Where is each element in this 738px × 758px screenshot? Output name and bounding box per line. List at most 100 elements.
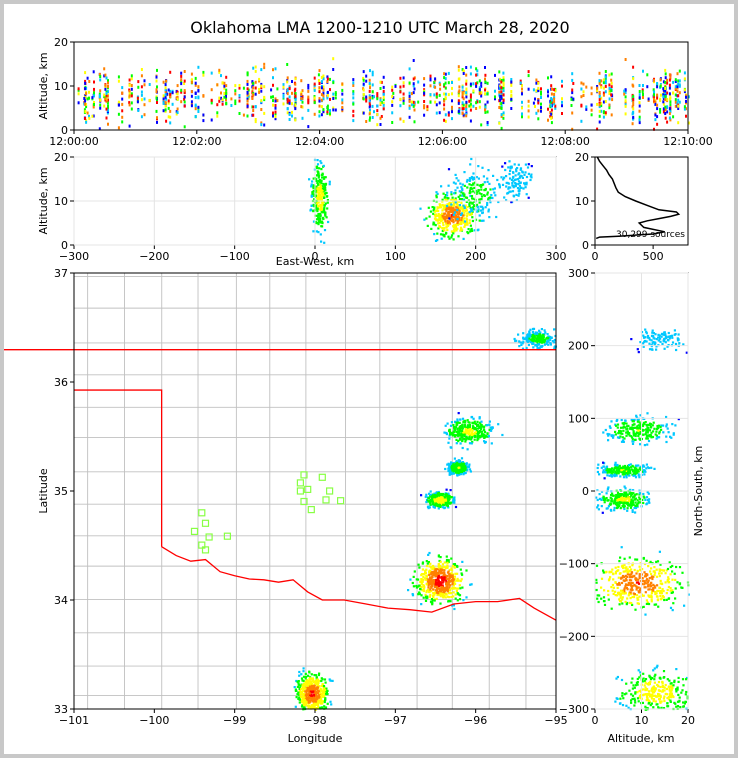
east-west-cell <box>472 197 475 200</box>
time-height-cell <box>376 97 379 101</box>
north-south-cell <box>668 337 671 340</box>
time-height-cell <box>373 110 375 114</box>
east-west-cell <box>460 207 463 210</box>
plan-view-cell <box>452 424 455 427</box>
plan-view-cell <box>434 494 437 497</box>
plan-view-cell <box>437 492 441 495</box>
plan-view-cell <box>436 571 439 574</box>
plan-view-cell <box>313 674 316 677</box>
north-south-cell <box>622 439 625 442</box>
east-west-cell <box>516 178 520 181</box>
plan-view-cell <box>477 437 480 440</box>
east-west-xlabel: East-West, km <box>276 255 354 268</box>
plan-view-cell <box>305 682 308 685</box>
time-height-cell <box>412 91 415 95</box>
time-height-cell <box>362 70 365 74</box>
north-south-cell <box>663 333 666 337</box>
east-west-cell <box>515 199 518 202</box>
east-west-cell <box>487 210 490 213</box>
east-west-cell <box>324 192 327 195</box>
north-south-cell <box>671 341 675 344</box>
plan-view-cell <box>551 340 554 343</box>
north-south-cell <box>610 420 613 423</box>
north-south-cell <box>636 427 639 430</box>
east-west-cell <box>460 191 463 194</box>
plan-view-cell <box>449 489 452 492</box>
plan-view-cell <box>451 569 454 572</box>
north-south-cell <box>658 334 661 337</box>
time-height-cell <box>263 66 266 70</box>
x-tick-label: 300 <box>546 250 567 263</box>
plan-view-cell <box>425 582 428 585</box>
time-height-cell <box>486 123 489 127</box>
time-height-cell <box>642 84 644 87</box>
plan-view-cell <box>464 440 467 443</box>
time-height-cell <box>246 87 249 91</box>
plan-view-cell <box>420 578 424 581</box>
x-tick-label: −101 <box>59 714 89 727</box>
time-height-cell <box>155 96 158 100</box>
north-south-cell <box>616 426 619 429</box>
east-west-cell <box>455 210 458 213</box>
plan-view-cell <box>296 693 299 696</box>
plan-view-cell <box>304 690 307 693</box>
east-west-cell <box>480 188 483 191</box>
plan-view-cell <box>486 432 489 436</box>
plan-view-cell <box>300 673 303 676</box>
time-height-cell <box>502 98 505 102</box>
time-height-cell <box>276 87 279 91</box>
station-marker <box>190 527 199 536</box>
time-height-cell <box>371 104 374 108</box>
plan-view-cell <box>440 576 443 579</box>
plan-view-cell <box>454 572 457 575</box>
north-south-cell <box>665 435 668 438</box>
time-height-cell <box>498 70 501 74</box>
time-height-cell <box>197 65 200 69</box>
time-height-cell <box>486 121 489 124</box>
east-west-cell <box>470 207 473 211</box>
time-height-cell <box>105 99 108 103</box>
plan-view-cell <box>315 682 318 685</box>
time-height-cell <box>318 97 321 101</box>
time-height-cell <box>664 116 667 120</box>
plan-view-cell <box>430 580 433 584</box>
east-west-cell <box>458 209 461 213</box>
time-height-cell <box>478 88 481 92</box>
time-height-cell <box>246 73 249 77</box>
plan-view-cell <box>479 426 482 429</box>
east-west-cell <box>450 191 453 194</box>
east-west-cell <box>444 222 448 225</box>
time-height-cell <box>674 78 677 82</box>
time-height-cell <box>376 104 379 108</box>
time-height-cell <box>169 109 172 113</box>
east-west-cell <box>314 188 317 191</box>
time-height-cell <box>294 77 297 81</box>
time-height-cell <box>417 80 420 84</box>
station-marker <box>300 471 308 479</box>
north-south-cell <box>682 343 685 346</box>
time-height-cell <box>434 85 437 89</box>
plan-view-cell <box>441 576 444 579</box>
time-height-cell <box>602 93 605 97</box>
time-height-cell <box>447 113 450 117</box>
east-west-cell <box>456 223 459 226</box>
time-height-cell <box>379 116 382 120</box>
east-west-cell <box>316 163 320 166</box>
east-west-cell <box>457 215 460 218</box>
time-height-cell <box>590 86 593 90</box>
plan-view-cell <box>476 427 480 430</box>
east-west-cell <box>312 193 315 196</box>
time-height-cell <box>272 95 274 99</box>
time-height-cell <box>659 108 662 111</box>
east-west-cell <box>445 225 448 228</box>
north-south-cell <box>650 466 653 469</box>
plan-view-xlabel: Longitude <box>288 732 343 745</box>
time-height-cell <box>443 99 446 103</box>
plan-view-cell <box>452 499 455 502</box>
plan-view-cell <box>546 336 549 339</box>
east-west-cell <box>519 181 522 184</box>
time-height-cell <box>322 108 325 112</box>
time-height-cell <box>672 91 675 95</box>
time-height-cell <box>155 90 158 94</box>
north-south-cell <box>619 426 623 429</box>
